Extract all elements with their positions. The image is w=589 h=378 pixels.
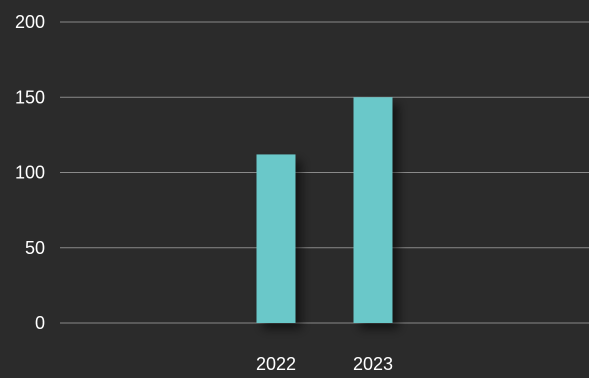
y-tick-label: 100	[15, 163, 45, 183]
y-tick-label: 50	[25, 238, 45, 258]
y-tick-label: 0	[35, 313, 45, 333]
y-tick-label: 150	[15, 87, 45, 107]
y-tick-label: 200	[15, 12, 45, 32]
x-axis-tick-labels: 2022 2023	[256, 354, 393, 374]
gridlines	[60, 21, 589, 324]
x-tick-label: 2023	[353, 354, 393, 374]
x-tick-label: 2022	[256, 354, 296, 374]
y-axis-tick-labels: 0 50 100 150 200	[15, 12, 45, 333]
bar-2023	[353, 97, 393, 323]
bars	[256, 97, 393, 323]
bar-2022	[256, 154, 296, 323]
